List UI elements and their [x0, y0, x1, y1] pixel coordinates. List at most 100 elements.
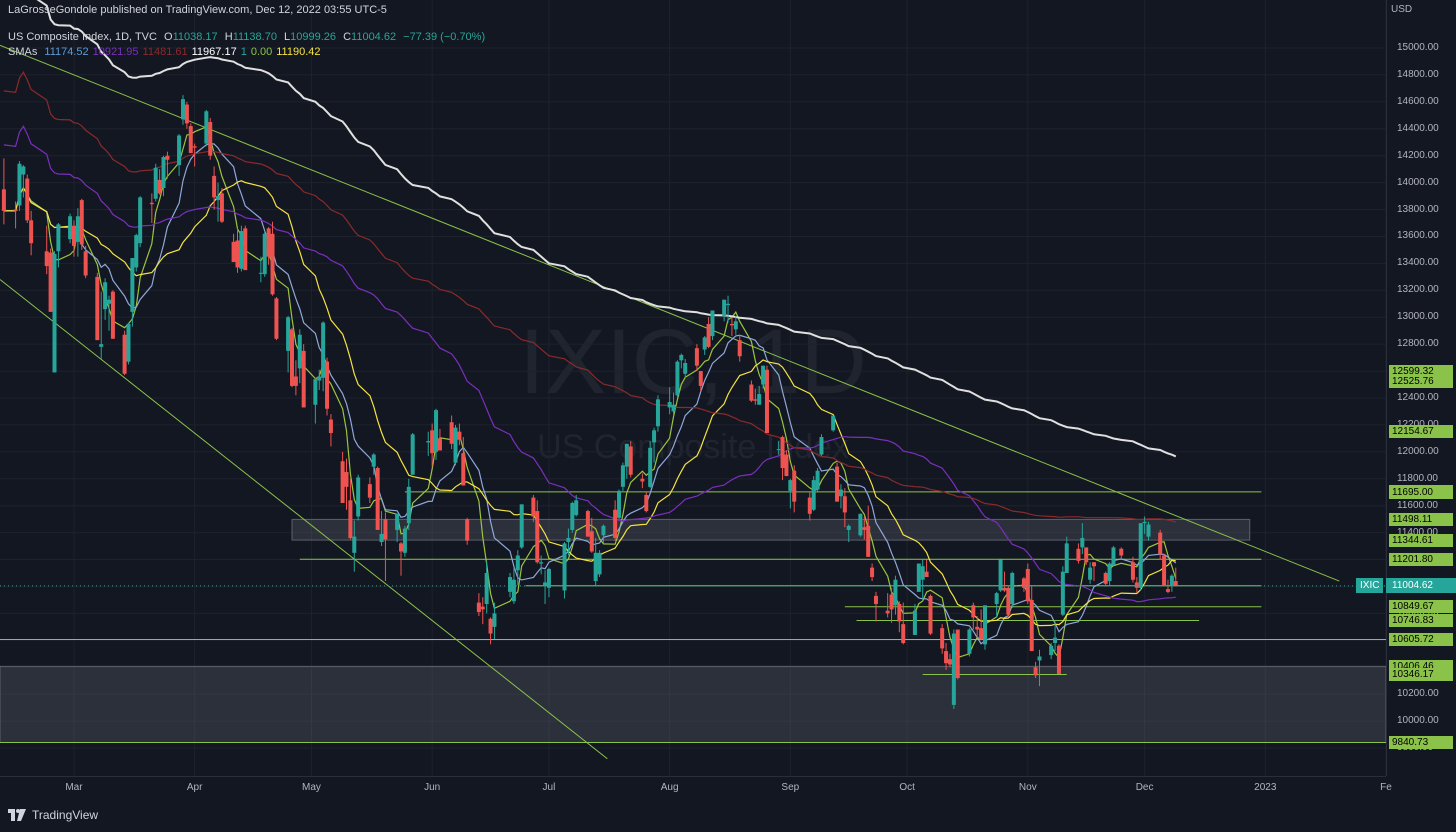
candle-body	[842, 496, 847, 513]
candle-body	[313, 379, 318, 405]
candle-body	[1092, 562, 1097, 567]
candle-body	[652, 430, 657, 443]
candle-body	[1084, 547, 1089, 563]
candle-body	[149, 202, 154, 205]
candle-body	[679, 354, 684, 361]
candle-body	[383, 519, 388, 540]
candle-body	[17, 163, 22, 206]
trendline	[0, 44, 1340, 582]
price-tick: 13400.00	[1397, 257, 1439, 269]
candle-body	[410, 434, 415, 475]
candle-body	[177, 135, 182, 166]
last-price-tag: 11004.62	[1386, 578, 1456, 594]
price-level-label: 10849.67	[1389, 600, 1453, 614]
symbol-tag: IXIC	[1356, 578, 1384, 594]
candle-body	[585, 511, 590, 537]
candle-body	[807, 497, 812, 514]
candle-body	[138, 197, 143, 244]
sma-200-line	[36, 0, 1177, 458]
time-label: May	[302, 782, 321, 793]
candle-body	[897, 603, 902, 622]
candle-body	[453, 427, 458, 463]
candle-body	[920, 566, 925, 580]
candle-body	[655, 399, 660, 427]
candle-body	[356, 477, 361, 517]
candle-body	[951, 633, 956, 705]
legend-symbol[interactable]: US Composite Index, 1D, TVC	[8, 31, 157, 43]
sma-value: 11174.52	[44, 46, 89, 58]
candle-body	[208, 122, 213, 156]
candle-body	[286, 317, 291, 351]
candle-body	[270, 233, 275, 295]
candle-body	[792, 470, 797, 502]
candle-body	[508, 577, 513, 592]
candle-body	[535, 511, 540, 563]
price-level-label: 10605.72	[1389, 633, 1453, 647]
legend-change: −77.39 (−0.70%)	[403, 31, 486, 43]
watermark-symbol: IXIC, 1D	[519, 311, 867, 413]
candle-body	[344, 472, 349, 487]
candle-body	[675, 361, 680, 396]
tradingview-logo-icon	[8, 809, 26, 821]
candle-body	[449, 422, 454, 444]
sma-legend-label[interactable]: SMAs	[8, 46, 38, 58]
candle-body	[1076, 548, 1081, 561]
candle-body	[457, 431, 462, 440]
brand-name: TradingView	[32, 808, 99, 822]
candle-body	[1173, 581, 1178, 586]
sma-100-line	[3, 71, 1176, 523]
candle-body	[79, 200, 84, 245]
price-level-label: 12154.67	[1389, 424, 1453, 438]
candle-body	[539, 562, 544, 564]
time-scale[interactable]: Mar Apr May Jun Jul Aug Sep Oct Nov Dec 2023 Fe	[0, 776, 1392, 801]
candle-body	[1037, 656, 1042, 661]
candle-body	[702, 337, 707, 350]
price-scale[interactable]: USD 9800.0010000.0010200.0010400.0010600…	[1386, 0, 1456, 776]
tradingview-logo[interactable]: TradingView	[8, 808, 98, 822]
candle-body	[776, 449, 781, 451]
candle-body	[562, 543, 567, 591]
price-chart[interactable]	[0, 0, 1386, 776]
price-tick: 13600.00	[1397, 230, 1439, 242]
candle-body	[212, 175, 217, 198]
candle-body	[531, 497, 536, 517]
candle-body	[399, 543, 404, 552]
candle-body	[426, 441, 431, 443]
candle-body	[110, 291, 115, 339]
price-tick: 12200.00	[1397, 419, 1439, 430]
candle-body	[1103, 573, 1108, 584]
candle-body	[1107, 563, 1112, 582]
time-label: Dec	[1135, 782, 1154, 793]
candle-body	[835, 466, 840, 502]
candle-body	[566, 538, 571, 543]
candle-body	[722, 299, 727, 316]
price-tick: 14200.00	[1397, 149, 1439, 161]
candle-body	[519, 504, 524, 548]
candle-body	[613, 509, 618, 538]
sma-50-line	[3, 125, 1176, 603]
candle-body	[546, 568, 551, 588]
chart-pane[interactable]: IXIC, 1D US Composite Index LaGrosseGond…	[0, 0, 1386, 776]
candle-body	[866, 525, 871, 557]
candle-body	[543, 582, 548, 586]
price-level-label: 10346.17	[1389, 667, 1453, 681]
sma-value: 10921.95	[92, 46, 139, 58]
candle-body	[944, 651, 949, 664]
candle-body	[103, 282, 108, 310]
price-tick: 14000.00	[1397, 176, 1439, 188]
candle-body	[644, 494, 649, 512]
candle-body	[593, 552, 598, 582]
price-level-label: 11201.80	[1389, 552, 1453, 566]
candle-body	[52, 253, 57, 373]
candle-body	[157, 179, 162, 194]
price-tick: 14800.00	[1397, 68, 1439, 80]
time-label: Mar	[65, 782, 83, 793]
candle-body	[1060, 571, 1065, 615]
candle-body	[266, 228, 271, 257]
candle-body	[589, 531, 594, 552]
candle-body	[1010, 573, 1015, 604]
candle-body	[901, 624, 906, 643]
candle-body	[56, 224, 61, 252]
price-tick: 13800.00	[1397, 203, 1439, 215]
time-label: Oct	[899, 782, 915, 793]
